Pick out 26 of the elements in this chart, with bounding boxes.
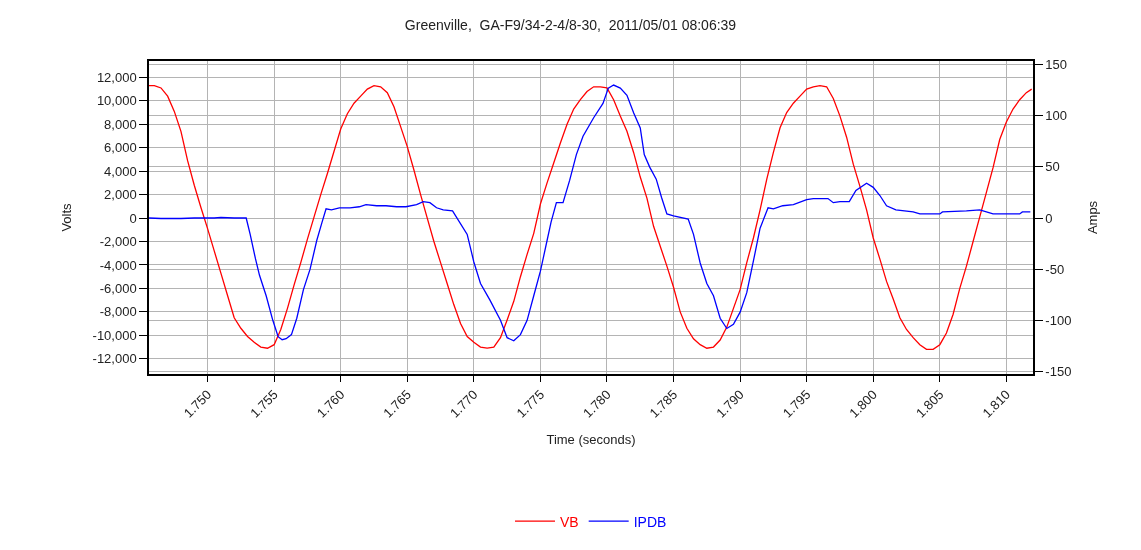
y2-tick-label: 0 [1045, 210, 1053, 226]
y-axis-title: Volts [59, 202, 75, 232]
y-tick-label: 12,000 [96, 69, 137, 85]
legend-label: VB [560, 513, 579, 530]
y-tick-label: 2,000 [104, 187, 137, 203]
y-tick-label: -12,000 [92, 351, 137, 367]
y-tick-label: -10,000 [92, 327, 137, 343]
legend-label: IPDB [633, 513, 667, 530]
y-tick-label: 6,000 [104, 140, 137, 156]
y-tick-label: -2,000 [99, 234, 137, 250]
y-tick-label: -6,000 [99, 280, 137, 296]
y-tick-label: 10,000 [96, 93, 137, 109]
y2-tick-label: 100 [1045, 108, 1068, 124]
y-tick-label: -8,000 [99, 304, 137, 320]
y2-axis-title: Amps [1085, 200, 1101, 235]
y2-tick-label: -50 [1045, 261, 1065, 277]
chart-title: Greenville, GA-F9/34-2-4/8-30, 2011/05/01 08:06:39 [404, 16, 737, 33]
y-tick-label: -4,000 [99, 257, 137, 273]
y-tick-label: 8,000 [104, 116, 137, 132]
y-tick-label: 0 [129, 210, 137, 226]
y-tick-label: 4,000 [104, 163, 137, 179]
y2-tick-label: 50 [1045, 159, 1060, 175]
x-axis-title: Time (seconds) [546, 431, 636, 447]
y2-tick-label: -100 [1045, 312, 1072, 328]
y2-tick-label: 150 [1045, 57, 1068, 73]
y2-tick-label: -150 [1045, 363, 1072, 379]
